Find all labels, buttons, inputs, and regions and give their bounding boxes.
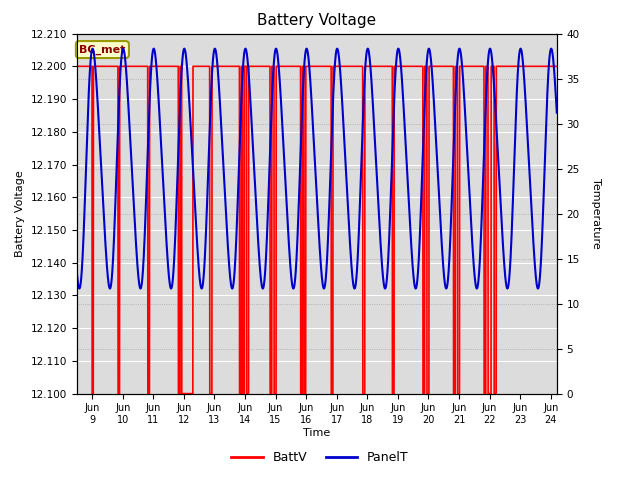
PanelT (76, 286, 83, 291)
BattV (543, 63, 551, 69)
PanelT (73, 269, 81, 275)
BattV (553, 63, 561, 69)
PanelT (128, 163, 136, 169)
BattV (73, 63, 81, 69)
Legend: BattV, PanelT: BattV, PanelT (227, 446, 413, 469)
BattV (156, 63, 164, 69)
X-axis label: Time: Time (303, 428, 330, 438)
PanelT (156, 125, 164, 131)
PanelT (553, 110, 561, 116)
Text: BC_met: BC_met (79, 44, 125, 55)
Line: PanelT: PanelT (77, 48, 557, 288)
PanelT (543, 86, 551, 92)
BattV (257, 63, 265, 69)
PanelT (492, 113, 500, 119)
BattV (278, 63, 285, 69)
PanelT (257, 277, 265, 283)
PanelT (547, 46, 555, 51)
Line: BattV: BattV (77, 66, 557, 394)
BattV (492, 391, 500, 396)
BattV (88, 391, 96, 396)
Y-axis label: Battery Voltage: Battery Voltage (15, 170, 25, 257)
Title: Battery Voltage: Battery Voltage (257, 13, 376, 28)
Y-axis label: Temperature: Temperature (591, 178, 600, 249)
PanelT (278, 113, 285, 119)
BattV (128, 63, 136, 69)
